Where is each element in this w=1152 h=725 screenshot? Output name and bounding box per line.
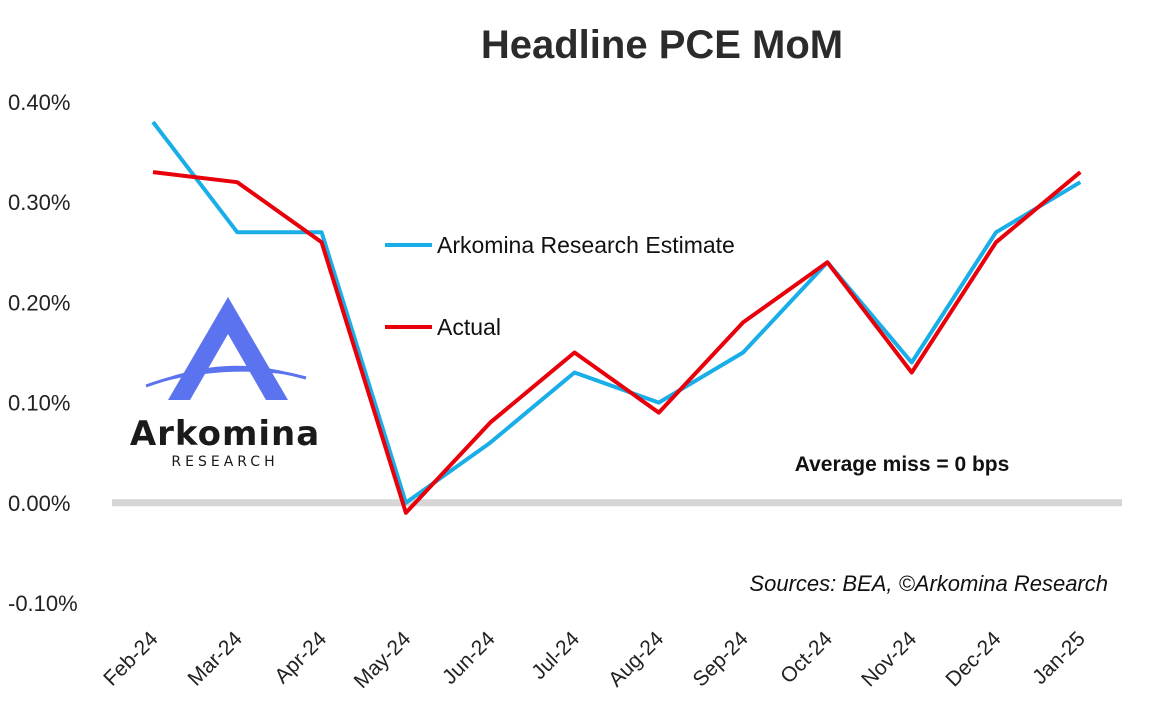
- legend-label-estimate: Arkomina Research Estimate: [437, 232, 735, 258]
- legend: Arkomina Research Estimate Actual: [385, 232, 735, 340]
- x-axis-ticks: Feb-24 Mar-24 Apr-24 May-24 Jun-24 Jul-24 Aug-…: [99, 627, 1090, 693]
- y-tick-label: 0.30%: [8, 190, 70, 215]
- y-tick-label: 0.40%: [8, 90, 70, 115]
- logo-subtitle: RESEARCH: [171, 454, 278, 470]
- y-tick-label: 0.20%: [8, 290, 70, 315]
- x-tick-label: Nov-24: [857, 627, 921, 691]
- x-tick-label: Aug-24: [604, 627, 668, 691]
- logo-wordmark: Arkomina: [130, 414, 320, 454]
- source-note: Sources: BEA, ©Arkomina Research: [749, 571, 1108, 596]
- x-tick-label: May-24: [350, 627, 416, 693]
- series-line-actual: [152, 170, 1082, 515]
- x-tick-label: Dec-24: [941, 627, 1005, 691]
- y-tick-label: 0.10%: [8, 391, 70, 416]
- x-tick-label: Mar-24: [184, 627, 248, 691]
- y-tick-label: -0.10%: [8, 591, 78, 616]
- x-tick-label: Feb-24: [99, 627, 163, 691]
- logo-a-mark-icon: [168, 297, 288, 400]
- chart-title: Headline PCE MoM: [481, 23, 843, 67]
- x-tick-label: Jul-24: [527, 627, 584, 684]
- y-tick-label: 0.00%: [8, 491, 70, 516]
- legend-label-actual: Actual: [437, 314, 501, 340]
- average-miss-annotation: Average miss = 0 bps: [795, 453, 1010, 476]
- series-lines: [151, 120, 1082, 515]
- y-axis-ticks: 0.40% 0.30% 0.20% 0.10% 0.00% -0.10%: [8, 90, 78, 616]
- arkomina-logo: Arkomina RESEARCH: [130, 297, 320, 470]
- x-tick-label: Jan-25: [1028, 627, 1090, 689]
- logo-arc-icon: [145, 367, 307, 388]
- x-tick-label: Jun-24: [438, 627, 500, 689]
- x-tick-label: Oct-24: [776, 627, 837, 688]
- x-tick-label: Sep-24: [688, 627, 752, 691]
- x-tick-label: Apr-24: [270, 627, 331, 688]
